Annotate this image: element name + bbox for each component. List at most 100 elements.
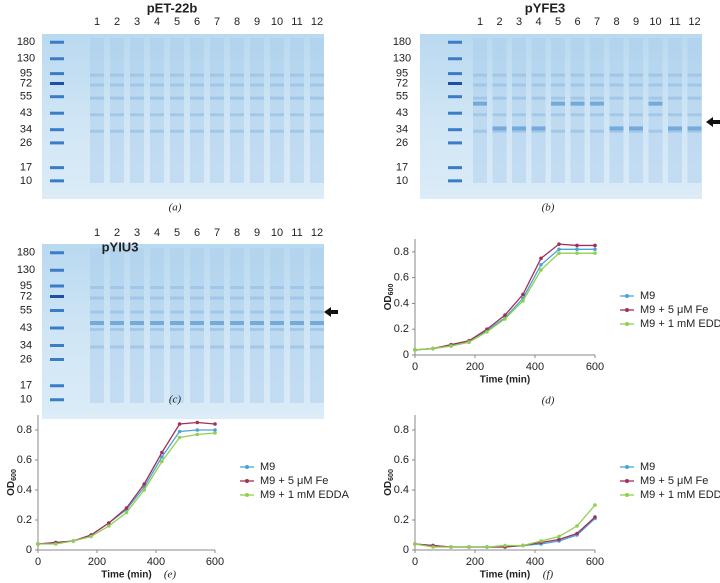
- gel-band: [473, 129, 487, 133]
- data-point: [195, 420, 200, 425]
- gel-band: [531, 73, 546, 77]
- marker-label: 10: [20, 175, 32, 187]
- gel-title: pET-22b: [147, 0, 198, 15]
- gel-band: [170, 113, 184, 117]
- marker-label: 26: [396, 137, 408, 149]
- gel-band: [150, 345, 164, 349]
- gel-band: [190, 296, 204, 300]
- lane-label: 10: [271, 227, 283, 239]
- legend-label: M9 + 1 mM EDDA: [640, 318, 720, 330]
- data-point: [36, 542, 40, 546]
- gel-band: [230, 83, 244, 87]
- gel-band: [687, 73, 702, 77]
- gel-band: [110, 345, 124, 349]
- data-point: [557, 247, 561, 252]
- data-point: [195, 432, 200, 437]
- gel-band: [130, 113, 144, 117]
- data-point: [503, 313, 507, 317]
- data-point: [431, 545, 435, 549]
- marker-label: 10: [396, 175, 408, 187]
- legend-label: M9: [260, 461, 275, 473]
- marker-label: 130: [393, 53, 411, 65]
- gel-band: [250, 310, 264, 314]
- lane-label: 7: [214, 16, 220, 28]
- gel-band: [270, 73, 284, 77]
- legend-marker: [625, 294, 629, 298]
- ladder-band: [50, 72, 64, 76]
- marker-label: 55: [20, 304, 32, 316]
- gel-band: [290, 113, 304, 117]
- gel-band: [270, 286, 284, 289]
- gel-band: [150, 296, 164, 300]
- gel-band-strong: [270, 321, 284, 325]
- gel-image: [42, 34, 324, 199]
- gel-band: [150, 83, 164, 87]
- gel-band-strong: [570, 101, 585, 106]
- gel-band: [310, 296, 324, 300]
- gel-band: [492, 129, 507, 133]
- gel-lane: [210, 38, 224, 183]
- series-line: [37, 421, 216, 545]
- ladder-band: [50, 82, 64, 85]
- data-point: [575, 531, 579, 536]
- gel-band: [473, 113, 487, 117]
- data-point: [485, 545, 489, 549]
- gel-band: [90, 328, 104, 331]
- lane-label: 11: [669, 16, 680, 28]
- gel-band: [668, 73, 682, 77]
- gel-lane: [130, 248, 144, 403]
- y-tick-label: 0.8: [17, 424, 32, 436]
- gel-band: [190, 73, 204, 77]
- gel-band: [590, 129, 604, 133]
- gel-band: [230, 113, 244, 117]
- data-point: [107, 521, 111, 525]
- gel-band-strong: [90, 321, 104, 325]
- gel-lane: [270, 248, 284, 403]
- gel-band: [629, 113, 643, 117]
- ladder-band: [448, 128, 462, 132]
- gel-band: [130, 129, 144, 133]
- panel-caption: (d): [542, 395, 555, 407]
- data-point: [449, 545, 453, 549]
- ladder-band: [50, 141, 64, 145]
- gel-lane: [473, 38, 487, 183]
- data-point: [575, 247, 579, 252]
- lane-label: 6: [194, 227, 200, 239]
- x-axis-label: Time (min): [101, 570, 151, 581]
- x-tick-label: 200: [466, 361, 484, 373]
- y-axis-label-main: OD: [383, 481, 394, 496]
- lane-label: 8: [234, 16, 240, 28]
- gel-band: [629, 129, 643, 133]
- gel-band: [629, 73, 643, 77]
- gel-band: [190, 310, 204, 314]
- gel-band: [150, 286, 164, 289]
- data-point: [539, 262, 543, 267]
- data-point: [195, 428, 200, 432]
- gel-band: [170, 328, 184, 331]
- marker-label: 130: [17, 53, 35, 65]
- gel-band: [250, 296, 264, 300]
- gel-band: [130, 73, 144, 77]
- x-axis-label: Time (min): [480, 375, 530, 386]
- data-point: [557, 537, 561, 542]
- ladder-band: [50, 166, 64, 170]
- gel-band: [250, 73, 264, 77]
- gel-band: [230, 296, 244, 300]
- gel-band: [210, 96, 224, 100]
- marker-label: 17: [20, 162, 32, 174]
- gel-image: [42, 244, 324, 419]
- marker-label: 72: [20, 290, 32, 302]
- lane-label: 6: [194, 16, 200, 28]
- gel-lane: [250, 248, 264, 403]
- marker-label: 43: [396, 107, 408, 119]
- gel-band-strong: [110, 321, 124, 325]
- ladder-band: [50, 95, 64, 99]
- gel-band: [270, 113, 284, 117]
- gel-lane: [492, 38, 507, 183]
- gel-band: [230, 129, 244, 133]
- data-point: [124, 506, 129, 510]
- gel-band: [250, 96, 264, 100]
- gel-band: [310, 96, 324, 100]
- marker-label: 43: [20, 322, 32, 334]
- y-tick-label: 0.2: [394, 323, 409, 335]
